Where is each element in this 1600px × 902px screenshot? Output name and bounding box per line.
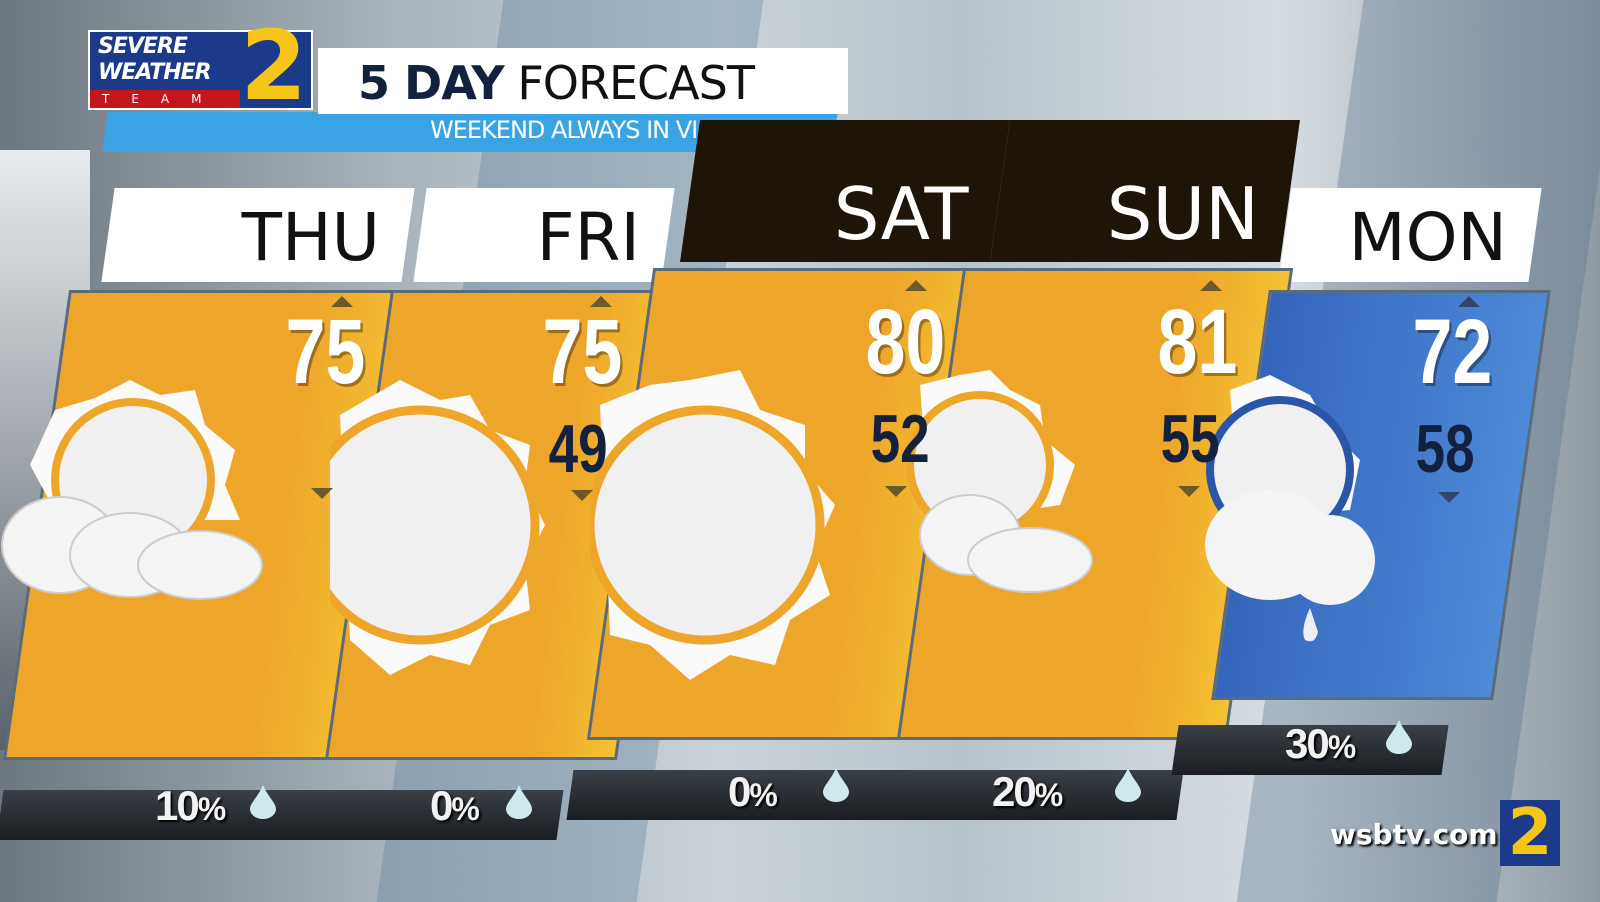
low-temp-fri: 49 — [549, 411, 608, 487]
high-temp-sat: 80 — [865, 291, 945, 393]
precip-mon: 30% — [1285, 720, 1356, 767]
partly-cloudy-icon — [906, 370, 1093, 593]
precip-band — [566, 770, 1184, 820]
precip-band — [0, 790, 564, 840]
sunny-icon — [590, 370, 835, 680]
raindrop-icon — [506, 785, 532, 819]
high-temp-thu: 75 — [285, 301, 365, 403]
raindrop-icon — [250, 785, 276, 819]
title-bar: 5 DAY FORECAST — [318, 48, 848, 114]
station-logo: 2 — [1500, 800, 1560, 866]
partly-cloudy-rain-icon — [1205, 375, 1375, 642]
high-temp-sun: 81 — [1157, 291, 1237, 393]
precip-sat: 0% — [728, 768, 778, 815]
low-temp-sat: 52 — [871, 401, 930, 477]
low-temp-sun: 55 — [1161, 401, 1220, 477]
low-temp-mon: 58 — [1416, 411, 1475, 487]
high-temp-fri: 75 — [542, 301, 622, 403]
raindrop-icon — [1115, 768, 1141, 802]
page-title: 5 DAY FORECAST — [358, 56, 755, 110]
station-url: wsbtv.com — [1330, 818, 1498, 851]
day-header-thu: THU — [101, 188, 415, 282]
sunny-icon — [330, 380, 545, 675]
high-temp-mon: 72 — [1412, 301, 1492, 403]
severe-weather-team-logo: SEVERE WEATHER TEAM 2 — [88, 18, 313, 114]
day-header-sun: SUN — [990, 120, 1300, 262]
subtitle: WEEKEND ALWAYS IN VIEW — [430, 116, 735, 144]
precip-thu: 10% — [155, 782, 226, 829]
day-header-mon: MON — [1278, 188, 1542, 282]
raindrop-icon — [1386, 720, 1412, 754]
down-arrow-icon — [311, 488, 333, 499]
raindrop-icon — [823, 768, 849, 802]
day-header-fri: FRI — [413, 188, 675, 282]
day-header-sat: SAT — [680, 120, 1010, 262]
partly-cloudy-icon — [1, 380, 263, 600]
precip-fri: 0% — [430, 782, 480, 829]
precip-sun: 20% — [992, 768, 1063, 815]
